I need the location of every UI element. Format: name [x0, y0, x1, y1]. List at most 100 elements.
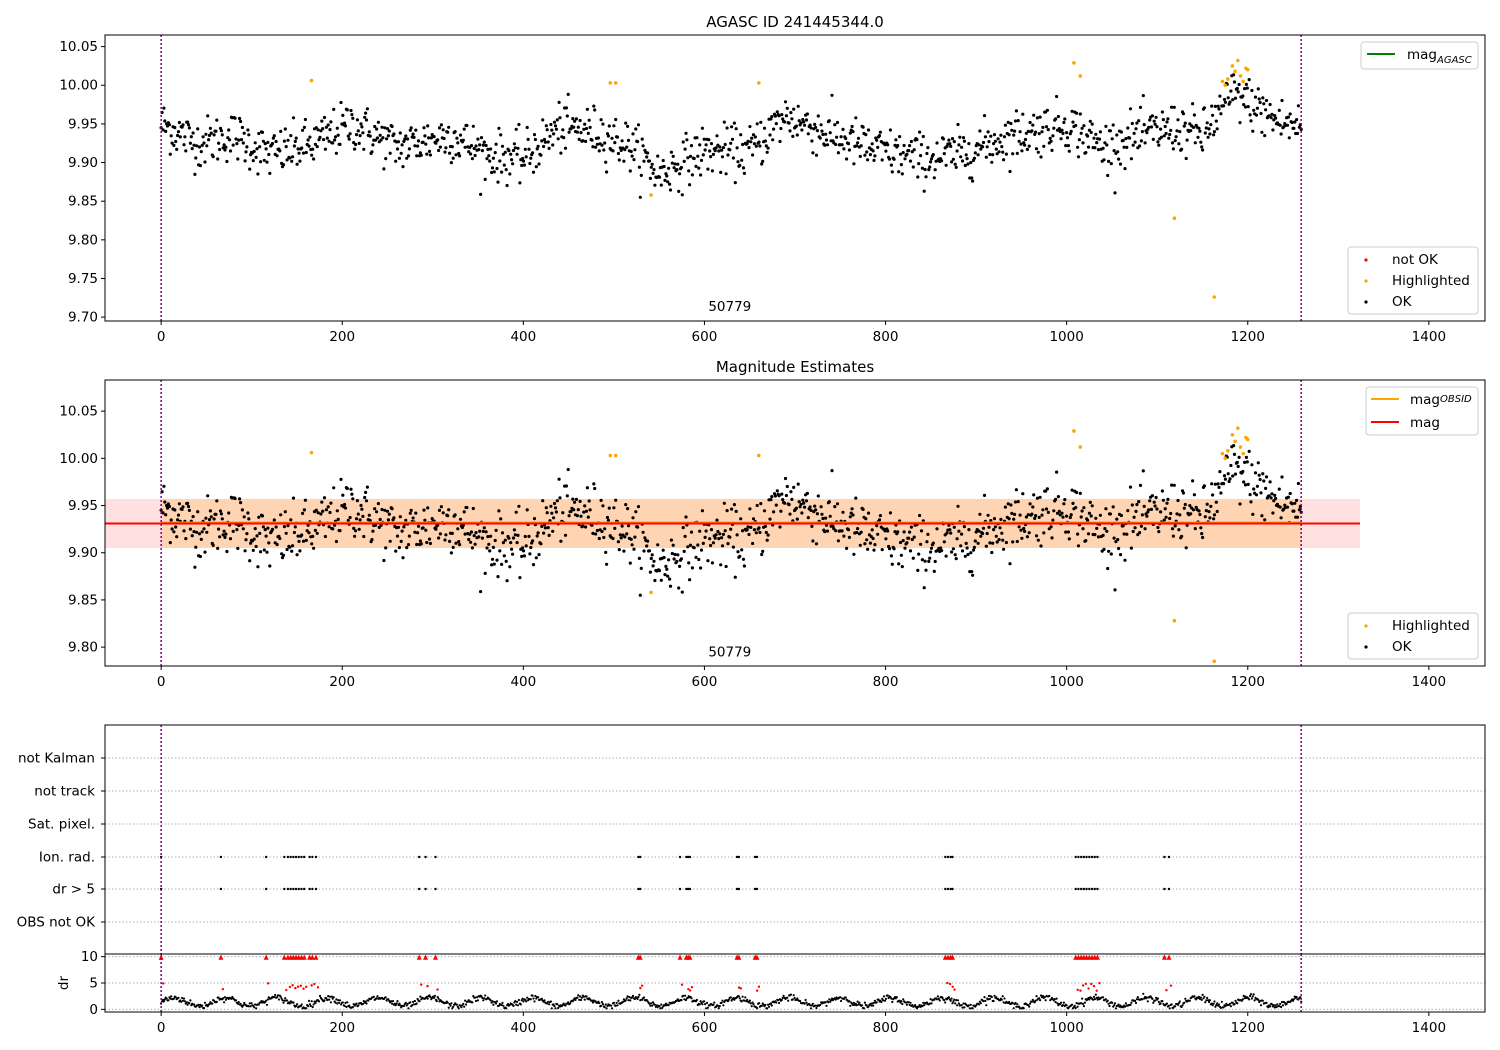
dr-point — [364, 1000, 367, 1003]
ok-point — [686, 545, 690, 549]
ok-point — [952, 525, 956, 529]
dr-point — [585, 995, 588, 998]
ok-point — [413, 144, 417, 148]
dr-point — [411, 1004, 414, 1007]
ok-point — [319, 129, 323, 133]
ok-point — [1248, 493, 1252, 497]
ok-point — [212, 517, 216, 521]
ok-point — [990, 550, 994, 555]
ok-point — [585, 486, 590, 490]
ok-point — [326, 505, 330, 509]
ok-point — [858, 543, 862, 547]
dr-point — [1082, 1005, 1085, 1008]
flag-point — [946, 887, 950, 891]
dr-point — [326, 998, 329, 1002]
ok-point — [799, 121, 803, 125]
ok-point — [1219, 491, 1223, 495]
ok-point — [1241, 94, 1245, 98]
ok-point — [565, 114, 569, 118]
ok-point — [1292, 509, 1296, 513]
ok-point — [1244, 82, 1248, 86]
ok-point — [1078, 112, 1082, 116]
dr-point — [1170, 1003, 1173, 1006]
dr-point — [1029, 1002, 1032, 1005]
flag-point — [686, 855, 690, 859]
ok-point — [268, 564, 272, 568]
ok-point — [310, 542, 314, 546]
ok-point — [543, 140, 548, 144]
ok-point — [638, 593, 642, 597]
ok-point — [1037, 515, 1041, 520]
ok-point — [661, 548, 665, 552]
ok-point — [401, 165, 405, 169]
dr-point — [715, 1005, 718, 1008]
ok-point — [1011, 152, 1015, 156]
ok-point — [945, 144, 949, 148]
ok-point — [749, 140, 753, 144]
dr-point — [767, 1003, 770, 1006]
ok-point — [1258, 477, 1262, 482]
ok-point — [1198, 512, 1202, 517]
ok-point — [378, 133, 382, 137]
ok-point — [247, 517, 251, 521]
dr-point — [1134, 999, 1137, 1003]
ok-point — [689, 144, 694, 148]
ok-point — [542, 144, 546, 149]
flag-point — [685, 887, 688, 891]
dr-point — [905, 1003, 909, 1006]
ok-point — [469, 540, 473, 544]
ok-point — [1050, 536, 1054, 540]
dr-point — [872, 1004, 875, 1007]
ok-point — [190, 534, 194, 538]
mag-lines — [105, 521, 1361, 525]
ok-point — [1206, 135, 1210, 139]
ok-point — [668, 584, 673, 588]
dr-point — [987, 998, 990, 1001]
ok-point — [720, 544, 725, 548]
ok-point — [700, 509, 705, 513]
ok-point — [490, 170, 494, 175]
ok-point — [1168, 132, 1172, 137]
ok-point — [289, 134, 293, 138]
flag-category-label: dr > 5 — [52, 882, 95, 898]
dr-point — [365, 1002, 368, 1005]
ok-point — [847, 535, 852, 540]
ok-point — [308, 135, 312, 139]
ok-point — [244, 538, 248, 542]
ok-point — [833, 123, 837, 127]
ok-point — [1182, 506, 1186, 510]
x-tick-label: 1000 — [1049, 674, 1083, 690]
ok-point — [1032, 113, 1036, 117]
ok-point — [218, 147, 222, 152]
ok-point — [532, 517, 537, 521]
legend-marker-ok — [1364, 300, 1368, 304]
ok-point — [514, 127, 518, 131]
ok-point — [324, 508, 328, 512]
ok-point — [1249, 500, 1253, 504]
dr-high-point — [1079, 989, 1082, 992]
ok-point — [586, 515, 590, 519]
ok-point — [636, 140, 640, 144]
dr-point — [1097, 996, 1100, 999]
ok-point — [797, 119, 801, 123]
flag-category-label: not Kalman — [18, 751, 95, 767]
ok-point — [646, 151, 650, 155]
dr-point — [1135, 998, 1138, 1001]
ok-point — [1262, 102, 1266, 106]
ok-point — [811, 151, 815, 155]
ok-point — [676, 162, 680, 166]
ok-point — [470, 546, 474, 550]
ok-point — [1034, 534, 1039, 538]
ok-point — [471, 124, 475, 128]
x-tick-label: 600 — [692, 1020, 718, 1036]
highlighted-point — [649, 193, 653, 197]
flag-point — [755, 887, 759, 891]
ok-point — [510, 547, 514, 551]
ok-point — [552, 516, 556, 520]
dr-point — [1155, 996, 1158, 999]
flag-point — [1090, 855, 1094, 859]
ok-point — [1045, 108, 1049, 112]
ok-point — [197, 145, 202, 149]
